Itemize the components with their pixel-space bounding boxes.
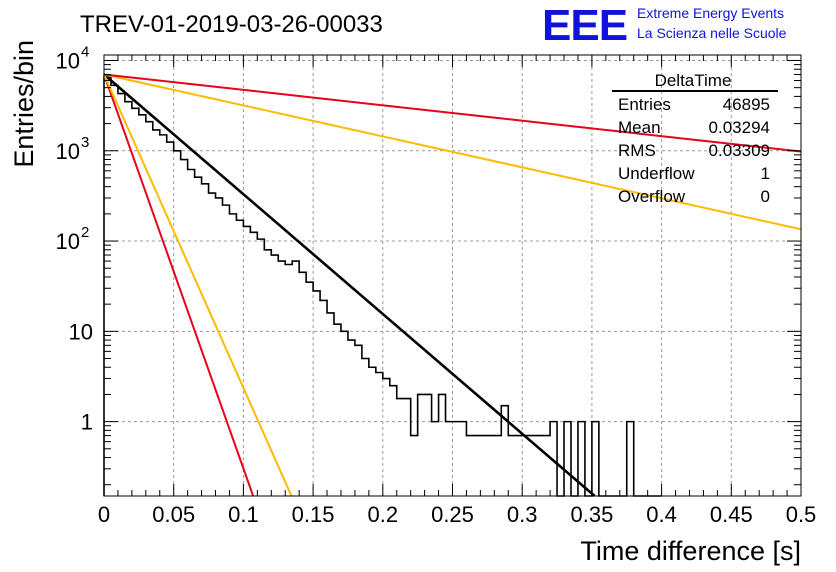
x-tick-label: 0.2 <box>368 502 399 527</box>
x-tick-label: 0.5 <box>786 502 817 527</box>
y-tick-label: 1 <box>81 410 93 435</box>
y-tick-label: 10 <box>56 48 80 73</box>
stats-entries-value: 46895 <box>723 95 770 114</box>
x-tick-labels: 0 0.05 0.1 0.15 0.2 0.25 0.3 0.35 0.4 0.45 0.5 <box>98 502 816 527</box>
stats-entries-label: Entries <box>618 95 671 114</box>
y-tick-exponent: 2 <box>81 224 89 241</box>
x-tick-label: 0.15 <box>292 502 335 527</box>
y-tick-label: 10 <box>69 319 93 344</box>
stats-overflow-value: 0 <box>761 187 770 206</box>
x-tick-label: 0.3 <box>507 502 538 527</box>
stats-underflow-value: 1 <box>761 164 770 183</box>
stats-rms-label: RMS <box>618 141 656 160</box>
y-tick-exponent: 4 <box>81 43 89 60</box>
fit-line-3 <box>103 74 293 497</box>
logo-line-2: La Scienza nelle Scuole <box>637 25 787 41</box>
fit-line-5 <box>103 73 802 153</box>
fit-line-2 <box>103 74 255 497</box>
x-tick-label: 0.25 <box>431 502 474 527</box>
x-tick-label: 0 <box>98 502 110 527</box>
histogram-deltatime <box>103 75 662 497</box>
stats-box: DeltaTime Entries 46895 Mean 0.03294 RMS… <box>612 71 778 206</box>
x-tick-label: 0.45 <box>710 502 753 527</box>
x-tick-label: 0.1 <box>228 502 259 527</box>
x-tick-label: 0.4 <box>646 502 677 527</box>
stats-mean-label: Mean <box>618 118 661 137</box>
logo-line-1: Extreme Energy Events <box>637 5 784 21</box>
y-tick-exponent: 3 <box>81 134 89 151</box>
stats-header: DeltaTime <box>655 71 732 90</box>
stats-mean-value: 0.03294 <box>709 118 770 137</box>
histogram-layer <box>103 75 662 497</box>
x-tick-label: 0.35 <box>570 502 613 527</box>
logo-letters: EEE <box>542 1 627 50</box>
stats-overflow-label: Overflow <box>618 187 686 206</box>
axis-ticks <box>103 55 802 496</box>
fit-lines-layer <box>103 73 802 497</box>
x-axis-title: Time difference [s] <box>580 536 801 566</box>
y-tick-label: 10 <box>56 139 80 164</box>
y-axis-title: Entries/bin <box>9 40 39 168</box>
fit-line-4 <box>103 73 802 231</box>
fit-line-1 <box>103 73 596 497</box>
stats-underflow-label: Underflow <box>618 164 695 183</box>
chart-title: TREV-01-2019-03-26-00033 <box>80 11 383 38</box>
stats-rms-value: 0.03309 <box>709 141 770 160</box>
x-tick-label: 0.05 <box>152 502 195 527</box>
eee-logo: EEE Extreme Energy Events La Scienza nel… <box>542 1 787 50</box>
y-tick-label: 10 <box>56 229 80 254</box>
